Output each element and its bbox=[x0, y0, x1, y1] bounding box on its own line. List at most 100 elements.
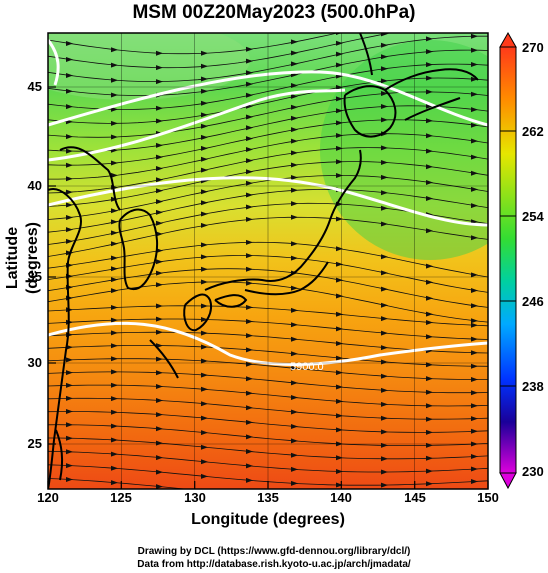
wind-arrow bbox=[291, 127, 298, 133]
wind-arrow bbox=[246, 158, 253, 164]
wind-arrow bbox=[336, 355, 343, 361]
wind-arrow bbox=[201, 88, 208, 94]
wind-arrow bbox=[291, 201, 298, 207]
wind-arrow bbox=[246, 477, 253, 483]
wind-arrow bbox=[156, 188, 163, 194]
wind-arrow bbox=[381, 469, 388, 475]
wind-arrow bbox=[66, 189, 73, 195]
wind-arrow bbox=[381, 345, 388, 351]
wind-arrow bbox=[291, 162, 298, 168]
wind-arrow bbox=[291, 424, 298, 429]
wind-arrow bbox=[471, 122, 478, 128]
wind-arrow bbox=[381, 42, 388, 48]
wind-arrow bbox=[111, 465, 118, 471]
x-tick-label: 125 bbox=[110, 490, 132, 505]
wind-arrow bbox=[156, 105, 163, 111]
wind-arrow bbox=[156, 118, 163, 124]
wind-arrow bbox=[426, 49, 433, 55]
wind-arrow bbox=[111, 480, 118, 486]
colorbar bbox=[499, 31, 517, 490]
wind-arrow bbox=[336, 120, 343, 126]
wind-arrow bbox=[381, 429, 388, 435]
wind-arrow bbox=[66, 148, 73, 154]
wind-arrow bbox=[66, 227, 73, 233]
wind-arrow bbox=[471, 318, 478, 324]
wind-arrow bbox=[111, 208, 118, 214]
wind-arrow bbox=[336, 293, 343, 299]
colorbar-tick-label: 246 bbox=[522, 294, 544, 309]
x-tick-label: 140 bbox=[330, 490, 352, 505]
wind-arrow bbox=[156, 329, 163, 335]
wind-arrow bbox=[291, 285, 298, 291]
wind-arrow bbox=[291, 438, 298, 444]
wind-arrow bbox=[336, 341, 343, 346]
y-tick-label: 30 bbox=[27, 355, 42, 370]
y-tick-label: 25 bbox=[27, 436, 42, 451]
wind-arrow bbox=[471, 138, 478, 144]
wind-arrow bbox=[291, 61, 298, 67]
wind-arrow bbox=[381, 66, 388, 72]
wind-arrow bbox=[201, 401, 208, 407]
wind-arrow bbox=[381, 330, 388, 336]
wind-arrow bbox=[381, 54, 388, 60]
wind-arrow bbox=[111, 305, 118, 310]
wind-arrow bbox=[426, 455, 433, 461]
wind-arrow bbox=[246, 347, 253, 353]
wind-arrow bbox=[201, 167, 208, 173]
wind-arrow bbox=[201, 279, 208, 285]
wind-arrow bbox=[471, 154, 478, 160]
wind-arrow bbox=[426, 164, 433, 170]
wind-arrow bbox=[111, 277, 118, 283]
wind-arrow bbox=[66, 409, 73, 414]
wind-arrow bbox=[426, 89, 433, 95]
wind-arrow bbox=[156, 398, 163, 403]
wind-arrow bbox=[111, 160, 118, 166]
wind-arrow bbox=[381, 91, 388, 96]
height-contours bbox=[48, 39, 488, 366]
wind-arrow bbox=[66, 88, 73, 94]
wind-arrow bbox=[381, 117, 388, 123]
wind-arrow bbox=[471, 416, 478, 422]
wind-arrow bbox=[426, 362, 433, 368]
wind-arrow bbox=[336, 370, 343, 376]
wind-arrow bbox=[471, 107, 478, 113]
wind-arrow bbox=[156, 270, 163, 276]
wind-arrow bbox=[66, 238, 73, 244]
wind-arrow bbox=[66, 162, 73, 168]
wind-arrow bbox=[246, 169, 253, 175]
wind-arrow bbox=[471, 363, 478, 369]
contour-label: 5900.0 bbox=[290, 361, 324, 373]
wind-arrow bbox=[111, 241, 118, 247]
wind-arrow bbox=[336, 261, 343, 267]
wind-arrow bbox=[471, 62, 478, 67]
wind-arrow bbox=[201, 430, 208, 436]
wind-arrow bbox=[336, 427, 343, 433]
wind-arrow bbox=[471, 428, 478, 434]
wind-arrow bbox=[381, 456, 388, 462]
wind-arrow bbox=[336, 108, 343, 114]
wind-arrow bbox=[246, 319, 253, 324]
wind-arrow bbox=[336, 469, 343, 474]
wind-arrow bbox=[291, 115, 298, 121]
wind-arrow bbox=[201, 112, 208, 118]
wind-arrow bbox=[381, 286, 388, 292]
wind-arrow bbox=[381, 415, 388, 421]
wind-arrow bbox=[336, 384, 343, 390]
wind-arrow bbox=[111, 47, 118, 53]
wind-arrow bbox=[246, 333, 253, 339]
wind-arrow bbox=[111, 106, 118, 112]
wind-arrow bbox=[201, 100, 208, 106]
credit-drawing: Drawing by DCL (https://www.gfd-dennou.o… bbox=[137, 546, 411, 557]
wind-arrow bbox=[426, 416, 433, 422]
wind-arrow bbox=[201, 156, 208, 162]
wind-arrow bbox=[156, 231, 163, 237]
wind-arrow bbox=[246, 114, 253, 120]
wind-arrow bbox=[111, 255, 118, 261]
wind-arrow bbox=[291, 409, 298, 415]
wind-arrow bbox=[111, 266, 118, 272]
wind-arrow bbox=[291, 241, 298, 247]
wind-arrow bbox=[426, 75, 433, 81]
wind-arrow bbox=[246, 58, 253, 64]
wind-arrow bbox=[111, 317, 118, 323]
wind-arrow bbox=[246, 390, 253, 396]
